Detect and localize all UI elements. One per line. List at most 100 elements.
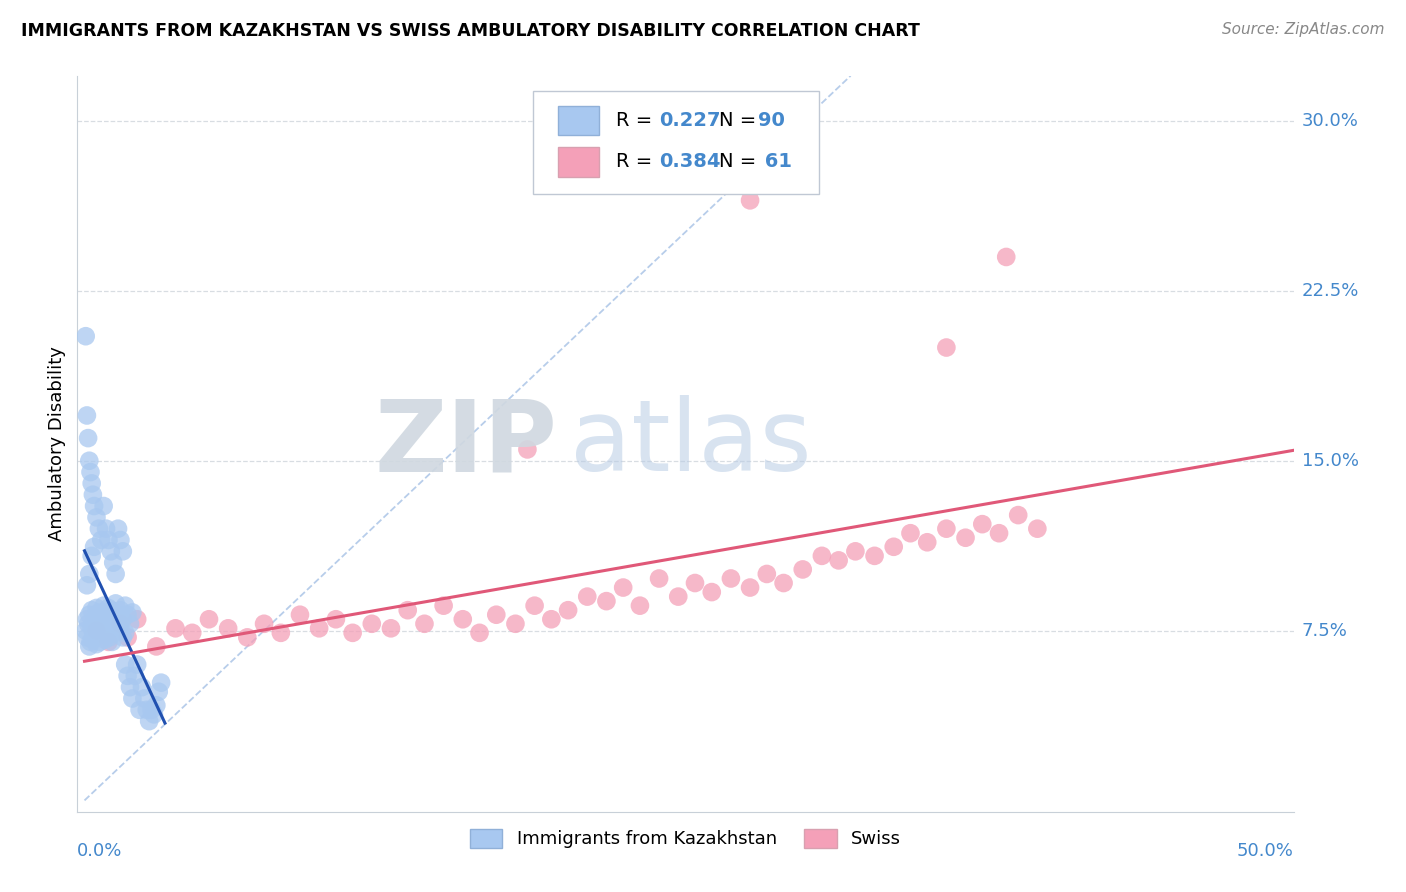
Point: [94, 610, 117, 624]
Point: [935, 522, 957, 536]
Text: 90: 90: [758, 112, 786, 130]
Point: [94, 632, 117, 647]
Point: [485, 607, 508, 622]
Point: [104, 566, 127, 581]
Point: [288, 607, 311, 622]
Point: [103, 606, 125, 620]
Text: 30.0%: 30.0%: [1302, 112, 1358, 130]
Point: [103, 616, 125, 631]
Point: [253, 616, 276, 631]
Point: [505, 616, 527, 631]
Point: [117, 631, 139, 645]
Point: [117, 607, 139, 622]
Point: [76, 631, 98, 645]
Point: [141, 703, 163, 717]
Point: [1026, 522, 1049, 536]
Point: [77, 616, 100, 631]
Text: 7.5%: 7.5%: [1302, 622, 1348, 640]
Point: [76, 409, 98, 423]
Point: [935, 341, 957, 355]
Point: [110, 603, 132, 617]
Point: [433, 599, 456, 613]
Point: [107, 624, 129, 638]
Point: [86, 624, 108, 638]
Point: [308, 621, 330, 635]
Point: [90, 607, 112, 622]
Point: [145, 698, 167, 713]
Point: [128, 703, 150, 717]
Text: 15.0%: 15.0%: [1302, 451, 1358, 470]
Point: [93, 599, 115, 613]
Point: [127, 657, 149, 672]
Legend: Immigrants from Kazakhstan, Swiss: Immigrants from Kazakhstan, Swiss: [463, 822, 908, 855]
Point: [107, 522, 129, 536]
Point: [150, 675, 173, 690]
Point: [236, 631, 259, 645]
Text: Source: ZipAtlas.com: Source: ZipAtlas.com: [1222, 22, 1385, 37]
FancyBboxPatch shape: [558, 147, 599, 177]
Point: [110, 616, 132, 631]
Point: [135, 703, 157, 717]
Point: [82, 488, 104, 502]
Point: [738, 194, 761, 208]
Point: [110, 533, 132, 547]
Point: [83, 615, 105, 629]
Point: [82, 632, 104, 647]
Point: [198, 612, 221, 626]
Point: [94, 522, 117, 536]
Point: [396, 603, 419, 617]
Point: [755, 566, 778, 581]
Point: [97, 615, 120, 629]
Point: [124, 669, 146, 683]
Point: [114, 657, 136, 672]
Point: [827, 553, 849, 567]
Text: 0.227: 0.227: [658, 112, 720, 130]
Point: [595, 594, 617, 608]
Point: [84, 612, 107, 626]
Point: [121, 606, 143, 620]
Point: [131, 680, 153, 694]
Point: [683, 576, 706, 591]
Text: 0.0%: 0.0%: [77, 842, 122, 860]
Point: [772, 576, 794, 591]
Point: [80, 549, 103, 563]
Point: [738, 581, 761, 595]
Point: [86, 510, 108, 524]
Point: [86, 601, 108, 615]
Point: [127, 612, 149, 626]
Point: [79, 566, 101, 581]
Point: [93, 616, 115, 631]
Point: [89, 635, 111, 649]
Point: [148, 684, 170, 698]
Point: [79, 454, 101, 468]
Point: [121, 691, 143, 706]
Point: [138, 714, 160, 728]
Text: IMMIGRANTS FROM KAZAKHSTAN VS SWISS AMBULATORY DISABILITY CORRELATION CHART: IMMIGRANTS FROM KAZAKHSTAN VS SWISS AMBU…: [21, 22, 920, 40]
Point: [80, 476, 103, 491]
Point: [104, 612, 127, 626]
Point: [93, 499, 115, 513]
FancyBboxPatch shape: [558, 106, 599, 136]
Point: [666, 590, 689, 604]
Point: [100, 544, 122, 558]
Point: [380, 621, 402, 635]
Y-axis label: Ambulatory Disability: Ambulatory Disability: [48, 346, 66, 541]
Point: [118, 680, 141, 694]
Point: [86, 637, 108, 651]
Point: [628, 599, 651, 613]
Point: [576, 590, 599, 604]
Point: [145, 640, 167, 654]
Point: [79, 640, 101, 654]
Text: 50.0%: 50.0%: [1237, 842, 1294, 860]
Point: [720, 572, 742, 586]
Point: [648, 572, 671, 586]
Point: [134, 691, 156, 706]
Point: [80, 603, 103, 617]
Point: [91, 625, 114, 640]
Point: [811, 549, 834, 563]
Point: [79, 607, 101, 622]
Point: [86, 628, 108, 642]
Point: [83, 625, 105, 640]
Point: [111, 544, 134, 558]
Point: [87, 619, 110, 633]
